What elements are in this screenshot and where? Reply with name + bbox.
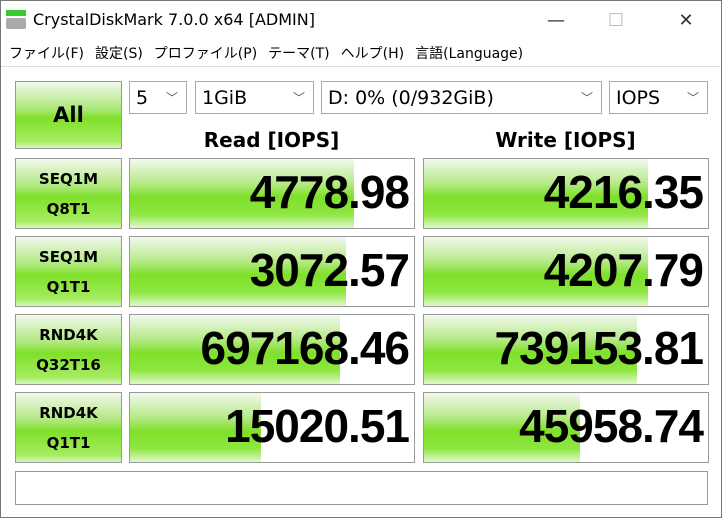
test-button[interactable]: RND4K Q32T16: [15, 314, 122, 385]
chevron-down-icon: ﹀: [686, 91, 699, 105]
test-name: RND4K: [39, 403, 98, 422]
read-result: 3072.57: [129, 236, 415, 307]
write-value: 4207.79: [543, 244, 704, 296]
read-header: Read [IOPS]: [203, 128, 340, 152]
menu-help[interactable]: ヘルプ(H): [340, 45, 405, 62]
write-result: 4216.35: [423, 158, 709, 229]
maximize-button[interactable]: ☐: [607, 9, 625, 31]
drive-select[interactable]: D: 0% (0/932GiB) ﹀: [321, 81, 602, 114]
write-result: 739153.81: [423, 314, 709, 385]
read-value: 3072.57: [249, 244, 410, 296]
size-select[interactable]: 1GiB ﹀: [195, 81, 314, 114]
menu-theme[interactable]: テーマ(T): [268, 45, 330, 62]
count-value: 5: [136, 86, 149, 109]
read-result: 697168.46: [129, 314, 415, 385]
read-bar: [130, 315, 341, 384]
unit-value: IOPS: [616, 86, 661, 109]
test-params: Q8T1: [46, 199, 91, 218]
read-bar: [130, 159, 355, 228]
app-icon: [6, 10, 26, 30]
write-bar: [424, 159, 649, 228]
test-button[interactable]: RND4K Q1T1: [15, 392, 122, 463]
write-value: 739153.81: [494, 322, 704, 374]
menu-file[interactable]: ファイル(F): [9, 45, 84, 62]
test-name: SEQ1M: [38, 169, 99, 188]
menu-bar: ファイル(F) 設定(S) プロファイル(P) テーマ(T) ヘルプ(H) 言語…: [1, 39, 721, 67]
chevron-down-icon: ﹀: [580, 91, 593, 105]
test-name: SEQ1M: [38, 247, 99, 266]
read-value: 15020.51: [225, 400, 410, 452]
write-result: 4207.79: [423, 236, 709, 307]
test-button[interactable]: SEQ1M Q1T1: [15, 236, 122, 307]
title-bar: CrystalDiskMark 7.0.0 x64 [ADMIN] — ☐ ✕: [1, 1, 721, 39]
menu-language[interactable]: 言語(Language): [415, 45, 524, 62]
all-button[interactable]: All: [15, 81, 122, 149]
write-bar: [424, 237, 649, 306]
write-header: Write [IOPS]: [495, 128, 636, 152]
read-bar: [130, 393, 261, 462]
test-button[interactable]: SEQ1M Q8T1: [15, 158, 122, 229]
window-title: CrystalDiskMark 7.0.0 x64 [ADMIN]: [33, 10, 315, 29]
read-bar: [130, 237, 346, 306]
menu-settings[interactable]: 設定(S): [94, 45, 143, 62]
test-params: Q1T1: [46, 433, 91, 452]
unit-select[interactable]: IOPS ﹀: [609, 81, 708, 114]
close-button[interactable]: ✕: [678, 9, 694, 31]
read-value: 4778.98: [249, 166, 410, 218]
write-bar: [424, 393, 581, 462]
write-value: 45958.74: [519, 400, 704, 452]
test-name: RND4K: [39, 325, 98, 344]
read-value: 697168.46: [200, 322, 410, 374]
write-value: 4216.35: [543, 166, 704, 218]
status-bar: [15, 471, 708, 505]
chevron-down-icon: ﹀: [165, 91, 178, 105]
write-result: 45958.74: [423, 392, 709, 463]
test-params: Q1T1: [46, 277, 91, 296]
write-bar: [424, 315, 637, 384]
size-value: 1GiB: [202, 86, 248, 109]
menu-profile[interactable]: プロファイル(P): [153, 45, 258, 62]
test-params: Q32T16: [36, 355, 101, 374]
minimize-button[interactable]: —: [547, 9, 565, 31]
chevron-down-icon: ﹀: [292, 91, 305, 105]
read-result: 4778.98: [129, 158, 415, 229]
read-result: 15020.51: [129, 392, 415, 463]
count-select[interactable]: 5 ﹀: [129, 81, 187, 114]
drive-value: D: 0% (0/932GiB): [328, 86, 494, 109]
